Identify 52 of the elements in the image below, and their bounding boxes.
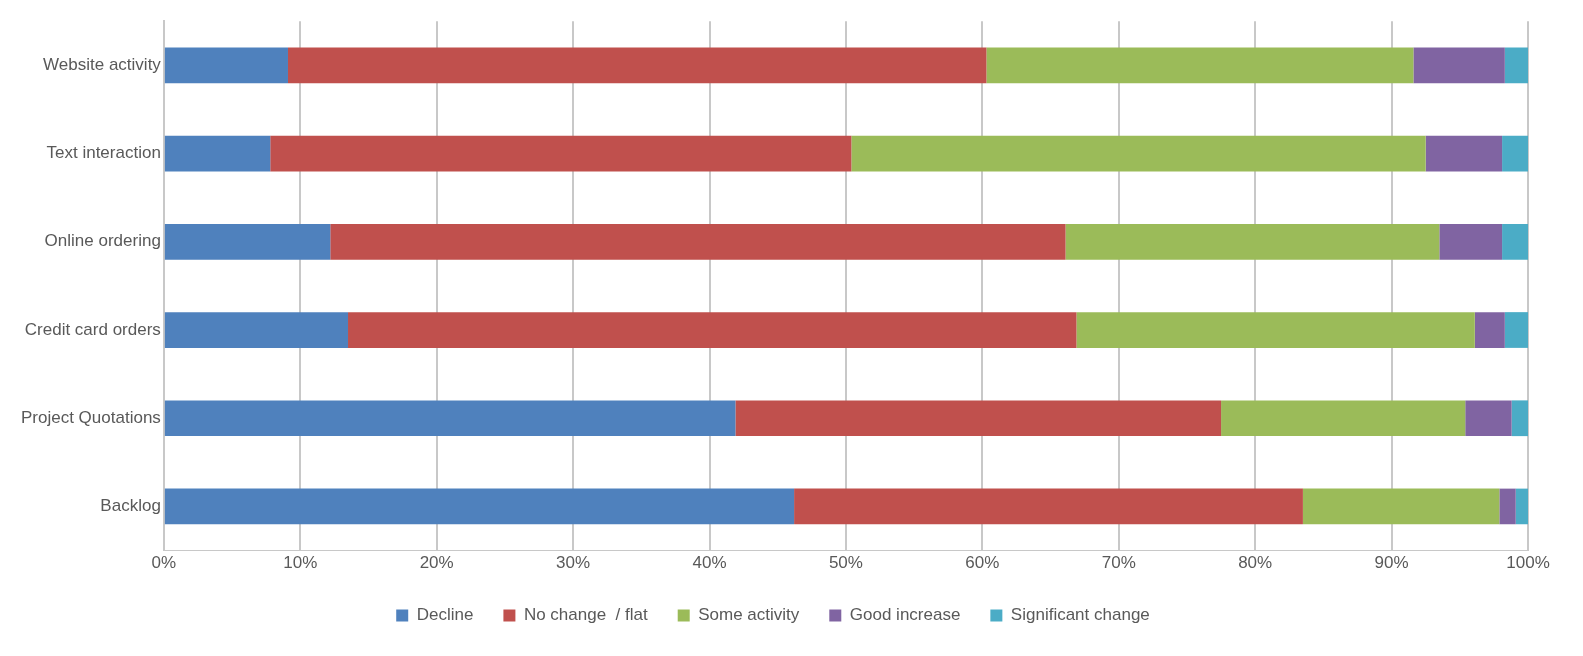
bar: [986, 47, 1414, 84]
bar: [1425, 135, 1503, 172]
bar: [851, 135, 1426, 172]
x-tick-label: 70%: [1101, 553, 1136, 573]
bar: [1221, 400, 1466, 437]
legend-label: Decline: [416, 605, 474, 625]
bar: [164, 488, 795, 525]
bar: [330, 223, 1066, 260]
y-tick-label: Website activity: [43, 55, 162, 74]
bar: [1439, 223, 1503, 260]
bar: [1465, 400, 1512, 437]
x-tick-label: 60%: [965, 553, 1000, 573]
bar: [348, 312, 1077, 348]
x-tick-label: 50%: [828, 553, 863, 573]
bar: [1504, 312, 1528, 348]
bar: [1474, 312, 1505, 348]
y-tick-label: Backlog: [100, 496, 161, 516]
legend-label: Some activity: [698, 605, 800, 625]
x-tick-label: 80%: [1238, 553, 1273, 573]
bar: [287, 47, 987, 84]
bar: [1502, 223, 1528, 260]
legend-label: Significant change: [1010, 605, 1150, 625]
legend-label: Good increase: [849, 605, 961, 625]
x-tick-label: 0%: [151, 553, 177, 573]
bar: [1504, 47, 1528, 84]
bar: [1499, 488, 1516, 525]
bar: [1511, 400, 1528, 437]
legend-label: No change / flat: [523, 605, 648, 625]
bar: [164, 223, 331, 260]
x-tick-label: 10%: [283, 553, 318, 573]
bar: [794, 488, 1303, 525]
bar: [1515, 488, 1528, 525]
bar: [164, 400, 736, 437]
bar: [164, 47, 288, 84]
y-tick-label: Online ordering: [44, 231, 161, 251]
bar: [1302, 488, 1500, 525]
x-tick-label: 90%: [1374, 553, 1409, 573]
bar: [1413, 47, 1505, 84]
x-tick-label: 40%: [692, 553, 727, 573]
bar: [735, 400, 1222, 437]
x-tick-label: 30%: [556, 553, 591, 573]
y-tick-label: Credit card orders: [24, 319, 161, 339]
x-tick-label: 100%: [1506, 553, 1550, 573]
bar: [164, 135, 271, 172]
y-tick-label: Project Quotations: [20, 407, 161, 427]
y-tick-label: Text interaction: [46, 143, 161, 163]
bar: [1076, 312, 1475, 348]
x-tick-label: 20%: [419, 553, 454, 573]
bar: [1502, 135, 1528, 172]
bar: [270, 135, 852, 172]
bar: [164, 312, 349, 348]
bar: [1065, 223, 1440, 260]
